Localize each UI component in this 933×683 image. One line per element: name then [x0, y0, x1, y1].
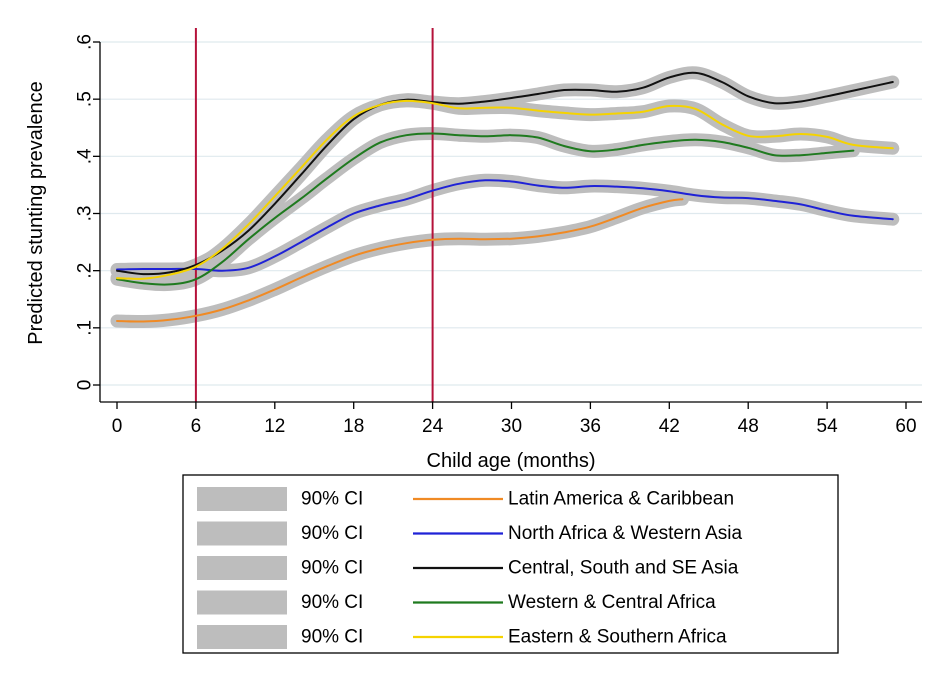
x-tick-label: 6 — [191, 416, 202, 437]
ci-bands — [110, 66, 900, 329]
y-tick-label: .1 — [75, 320, 96, 336]
y-tick-label: 0 — [75, 380, 96, 391]
y-tick-label: .3 — [75, 206, 96, 222]
y-tick-label: .2 — [75, 263, 96, 279]
y-tick-label: .6 — [75, 34, 96, 50]
x-tick-label: 24 — [422, 416, 444, 437]
y-tick-label: .5 — [75, 91, 96, 107]
legend-ci-label: 90% CI — [301, 523, 363, 544]
series-line — [116, 132, 855, 286]
y-axis-title: Predicted stunting prevalence — [25, 81, 47, 345]
legend-frame — [182, 474, 839, 654]
legend-ci-label: 90% CI — [301, 558, 363, 579]
legend-series-label: Latin America & Caribbean — [508, 489, 734, 510]
legend-ci-swatch — [197, 625, 287, 649]
reference-lines — [194, 28, 434, 402]
series-line — [116, 71, 894, 276]
legend-series-label: Central, South and SE Asia — [508, 558, 739, 579]
x-axis-title: Child age (months) — [427, 450, 596, 472]
x-tick-label: 36 — [580, 416, 601, 437]
legend-series-label: Eastern & Southern Africa — [508, 627, 727, 648]
y-tick-label: .4 — [75, 148, 96, 164]
legend-ci-swatch — [197, 556, 287, 580]
x-tick-label: 18 — [343, 416, 364, 437]
x-tick-label: 12 — [264, 416, 285, 437]
legend-ci-swatch — [197, 521, 287, 546]
series-lines — [116, 71, 894, 323]
x-tick-label: 0 — [112, 416, 123, 437]
legend-ci-label: 90% CI — [301, 627, 363, 648]
legend-series-label: North Africa & Western Asia — [508, 523, 743, 544]
x-tick-label: 54 — [817, 416, 839, 437]
x-tick-label: 30 — [501, 416, 522, 437]
axes: 0 .1 .2 .3 .4 .5 .6 0 6 12 18 24 30 36 42 48 54 60 — [75, 34, 922, 437]
legend: 90% CI Latin America & Caribbean 90% CI Nor… — [182, 474, 839, 654]
series-line — [116, 99, 894, 280]
legend-ci-swatch — [197, 590, 287, 615]
series-line — [116, 198, 684, 323]
x-tick-label: 48 — [738, 416, 759, 437]
series-line — [116, 179, 894, 272]
legend-series-label: Western & Central Africa — [508, 592, 716, 613]
legend-ci-label: 90% CI — [301, 592, 363, 613]
x-tick-label: 42 — [659, 416, 680, 437]
legend-ci-label: 90% CI — [301, 489, 363, 510]
legend-ci-swatch — [197, 487, 287, 511]
x-tick-label: 60 — [895, 416, 916, 437]
